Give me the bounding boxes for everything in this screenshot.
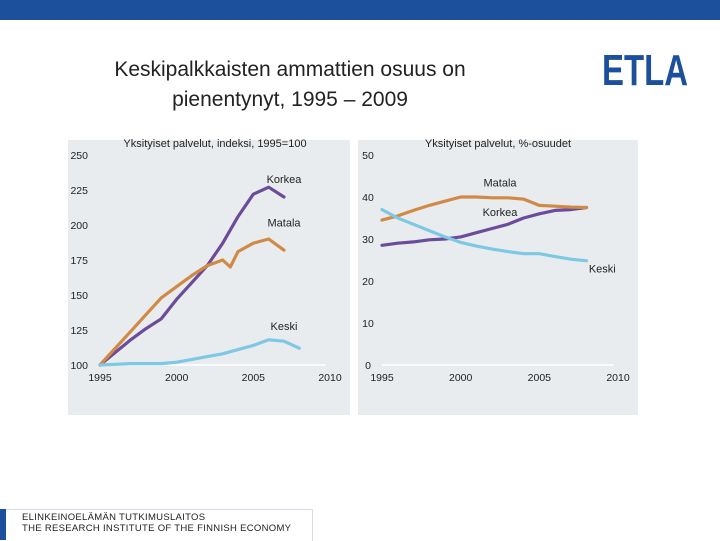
chart-panel-2 <box>358 140 638 415</box>
x-tick-label: 2010 <box>606 372 630 384</box>
footer-box <box>0 509 313 541</box>
series-label-keski: Keski <box>589 264 616 276</box>
series-label-korkea: Korkea <box>483 207 519 219</box>
y-tick-label: 40 <box>362 192 374 204</box>
series-line-korkea <box>98 185 286 367</box>
x-tick-label: 2000 <box>449 372 473 384</box>
series-label-matala: Matala <box>483 178 517 190</box>
series-line-matala <box>380 195 589 222</box>
series-label-korkea: Korkea <box>267 174 303 186</box>
series-label-keski: Keski <box>271 321 298 333</box>
y-tick-label: 225 <box>70 185 88 197</box>
y-tick-label: 20 <box>362 276 374 288</box>
x-tick-label: 2005 <box>528 372 552 384</box>
footer-line-1: ELINKEINOELÄMÄN TUTKIMUSLAITOS <box>22 512 206 523</box>
top-brand-bar <box>0 0 720 20</box>
x-tick-label: 2005 <box>242 372 266 384</box>
chart-panel-1 <box>68 140 350 415</box>
footer-line-2: THE RESEARCH INSTITUTE OF THE FINNISH EC… <box>22 523 292 534</box>
y-tick-label: 125 <box>70 325 88 337</box>
y-tick-label: 175 <box>70 255 88 267</box>
y-tick-label: 10 <box>362 318 374 330</box>
series-line-matala <box>98 237 286 367</box>
x-tick-label: 2010 <box>318 372 342 384</box>
chart-title-2: Yksityiset palvelut, %-osuudet <box>425 138 571 150</box>
y-tick-label: 250 <box>70 150 88 162</box>
x-tick-label: 2000 <box>165 372 189 384</box>
chart-title-1: Yksityiset palvelut, indeksi, 1995=100 <box>123 138 306 150</box>
title-line-1: Keskipalkkaisten ammattien osuus on <box>114 58 466 81</box>
y-tick-label: 150 <box>70 290 88 302</box>
logo-text: ETLA <box>602 46 688 92</box>
title-line-2: pienentynyt, 1995 – 2009 <box>172 88 408 111</box>
y-tick-label: 0 <box>365 360 371 372</box>
y-tick-label: 200 <box>70 220 88 232</box>
series-line-keski <box>98 338 301 367</box>
series-line-korkea <box>380 205 589 247</box>
etla-logo: ETLA <box>602 46 688 92</box>
y-tick-label: 100 <box>70 360 88 372</box>
x-tick-label: 1995 <box>370 372 394 384</box>
footer-accent <box>0 509 6 540</box>
series-label-matala: Matala <box>267 217 301 229</box>
y-tick-label: 30 <box>362 234 374 246</box>
y-tick-label: 50 <box>362 150 374 162</box>
x-tick-label: 1995 <box>88 372 112 384</box>
series-line-keski <box>380 208 589 263</box>
slide-title: Keskipalkkaisten ammattien osuus on pien… <box>60 55 520 115</box>
